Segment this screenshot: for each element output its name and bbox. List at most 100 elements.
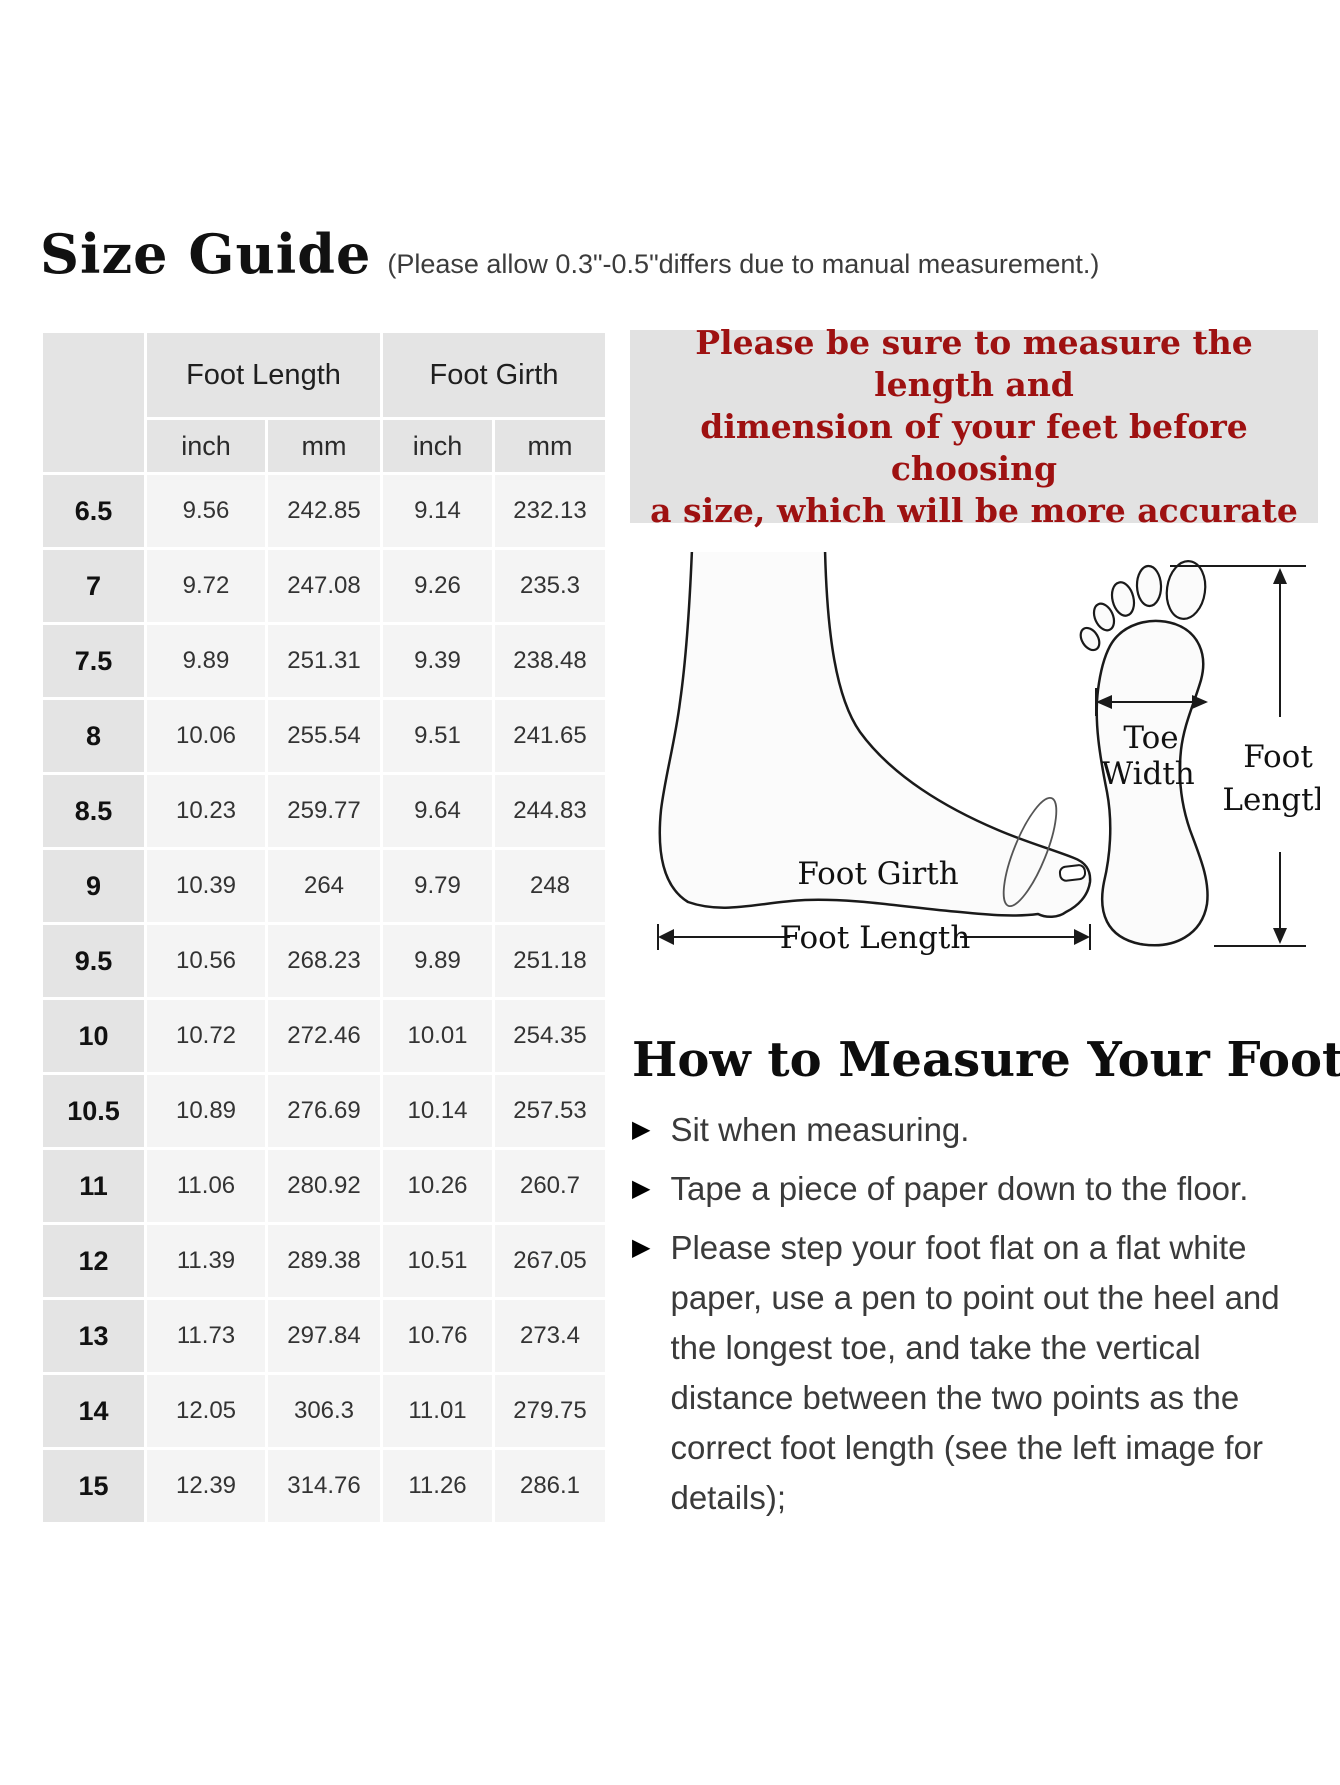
size-cell: 13 [43,1300,144,1372]
value-cell: 9.79 [383,850,492,922]
value-cell: 267.05 [495,1225,605,1297]
col-group-foot-length: Foot Length [147,333,380,417]
toe-width-label-line1: Toe [1123,720,1178,756]
value-cell: 9.51 [383,700,492,772]
table-row: 13 11.73 297.84 10.76 273.4 [43,1300,605,1372]
value-cell: 10.06 [147,700,265,772]
table-row: 6.5 9.56 242.85 9.14 232.13 [43,475,605,547]
value-cell: 289.38 [268,1225,380,1297]
value-cell: 251.18 [495,925,605,997]
size-cell: 10 [43,1000,144,1072]
triangle-bullet-icon: ▶ [632,1234,651,1261]
value-cell: 10.76 [383,1300,492,1372]
size-cell: 6.5 [43,475,144,547]
triangle-bullet-icon: ▶ [632,1116,651,1143]
table-row: 9 10.39 264 9.79 248 [43,850,605,922]
table-row: 10.5 10.89 276.69 10.14 257.53 [43,1075,605,1147]
table-row: 14 12.05 306.3 11.01 279.75 [43,1375,605,1447]
col-group-foot-girth: Foot Girth [383,333,605,417]
table-row: 11 11.06 280.92 10.26 260.7 [43,1150,605,1222]
footprint-length-arrow [1170,565,1306,947]
value-cell: 251.31 [268,625,380,697]
value-cell: 248 [495,850,605,922]
value-cell: 11.26 [383,1450,492,1522]
size-table-body: 6.5 9.56 242.85 9.14 232.13 7 9.72 247.08 9.26 23… [43,475,605,1522]
value-cell: 235.3 [495,550,605,622]
value-cell: 306.3 [268,1375,380,1447]
value-cell: 244.83 [495,775,605,847]
title-row: Size Guide (Please allow 0.3"-0.5"differ… [40,222,1099,286]
howto-bullet-text: Tape a piece of paper down to the floor. [670,1170,1249,1207]
table-row: 8 10.06 255.54 9.51 241.65 [43,700,605,772]
value-cell: 254.35 [495,1000,605,1072]
value-cell: 9.72 [147,550,265,622]
notice-line: a size, which will be more accurate [650,490,1298,530]
second-toe [1135,564,1163,608]
triangle-bullet-icon: ▶ [632,1175,651,1202]
value-cell: 276.69 [268,1075,380,1147]
side-foot-length-label: Foot Length [780,920,971,956]
subheader-mm: mm [268,420,380,472]
value-cell: 238.48 [495,625,605,697]
size-cell: 7 [43,550,144,622]
table-row: 12 11.39 289.38 10.51 267.05 [43,1225,605,1297]
value-cell: 11.73 [147,1300,265,1372]
table-row: 8.5 10.23 259.77 9.64 244.83 [43,775,605,847]
footprint-length-label-line1: Foot [1243,739,1313,775]
subheader-inch: inch [383,420,492,472]
value-cell: 273.4 [495,1300,605,1372]
size-cell: 9.5 [43,925,144,997]
table-row: 10 10.72 272.46 10.01 254.35 [43,1000,605,1072]
notice-box: Please be sure to measure the length and… [630,323,1318,530]
toenail [1058,864,1087,882]
subheader-inch: inch [147,420,265,472]
page-title: Size Guide [40,222,372,286]
value-cell: 10.01 [383,1000,492,1072]
page-subtitle: (Please allow 0.3"-0.5"differs due to ma… [387,249,1100,279]
foot-side-view-illustration: Foot Girth Foot Length [657,552,1092,956]
subheader-mm: mm [495,420,605,472]
foot-diagrams: Foot Girth Foot Length [630,552,1320,964]
fourth-toe [1092,602,1116,632]
value-cell: 9.26 [383,550,492,622]
notice-line: Please be sure to measure the length and [695,322,1253,404]
value-cell: 11.39 [147,1225,265,1297]
value-cell: 9.56 [147,475,265,547]
toe-width-label-line2: Width [1101,756,1195,792]
size-cell: 12 [43,1225,144,1297]
footprint-illustration: Toe Width Foot Length [1079,560,1320,947]
table-row: 7.5 9.89 251.31 9.39 238.48 [43,625,605,697]
value-cell: 12.39 [147,1450,265,1522]
big-toe [1165,560,1207,620]
value-cell: 279.75 [495,1375,605,1447]
third-toe [1110,581,1136,617]
girth-ellipse [1002,796,1058,908]
value-cell: 10.89 [147,1075,265,1147]
size-cell: 8 [43,700,144,772]
howto-heading: How to Measure Your Foot [632,1032,1340,1088]
value-cell: 257.53 [495,1075,605,1147]
value-cell: 242.85 [268,475,380,547]
side-length-arrow [657,924,1091,950]
value-cell: 10.56 [147,925,265,997]
value-cell: 241.65 [495,700,605,772]
howto-bullet-text: Please step your foot flat on a flat whi… [670,1229,1280,1516]
value-cell: 10.39 [147,850,265,922]
size-table: Foot Length Foot Girth inch mm inch mm 6… [40,330,608,1525]
value-cell: 12.05 [147,1375,265,1447]
howto-bullet-list: ▶ Sit when measuring. ▶ Tape a piece of pap… [632,1105,1320,1532]
table-row: 9.5 10.56 268.23 9.89 251.18 [43,925,605,997]
howto-bullet: ▶ Sit when measuring. [632,1105,1320,1155]
notice-line: dimension of your feet before choosing [700,406,1248,488]
howto-bullet: ▶ Tape a piece of paper down to the floor… [632,1164,1320,1214]
size-cell: 9 [43,850,144,922]
size-cell: 14 [43,1375,144,1447]
table-row: 7 9.72 247.08 9.26 235.3 [43,550,605,622]
value-cell: 10.51 [383,1225,492,1297]
size-cell: 7.5 [43,625,144,697]
value-cell: 255.54 [268,700,380,772]
value-cell: 272.46 [268,1000,380,1072]
value-cell: 268.23 [268,925,380,997]
size-table-head: Foot Length Foot Girth inch mm inch mm [43,333,605,472]
